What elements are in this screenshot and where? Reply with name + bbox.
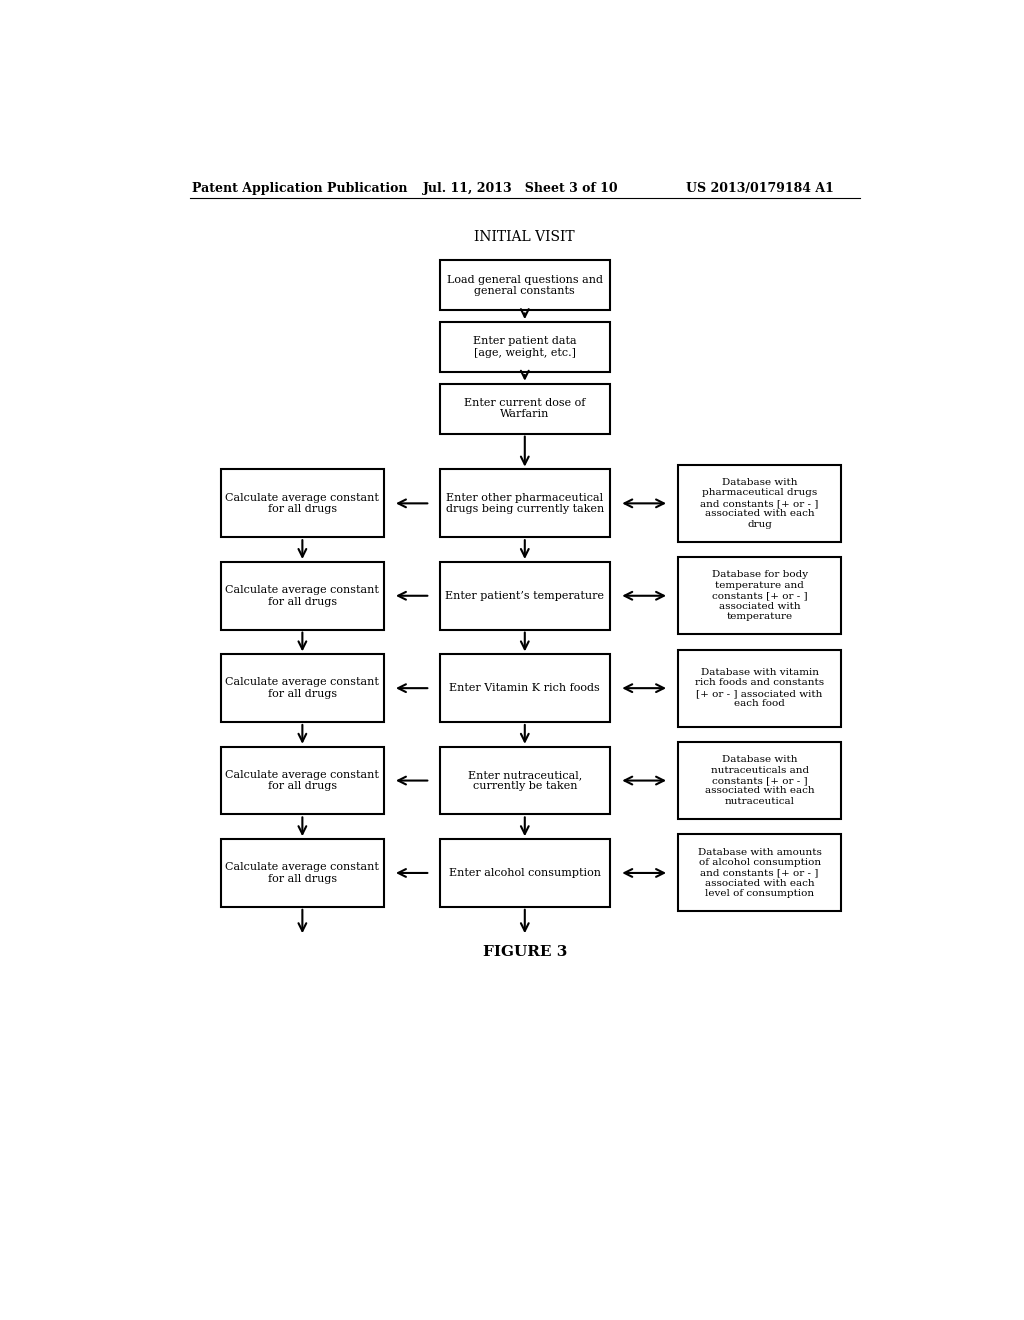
Bar — [221, 840, 384, 907]
Bar — [221, 747, 384, 814]
Text: Enter patient’s temperature: Enter patient’s temperature — [445, 591, 604, 601]
Text: Patent Application Publication: Patent Application Publication — [191, 182, 408, 194]
Text: Enter nutraceutical,
currently be taken: Enter nutraceutical, currently be taken — [468, 770, 582, 792]
Bar — [439, 840, 610, 907]
Bar — [439, 470, 610, 537]
Bar — [678, 742, 841, 818]
Text: Calculate average constant
for all drugs: Calculate average constant for all drugs — [225, 862, 379, 884]
Bar — [678, 465, 841, 543]
Text: Database for body
temperature and
constants [+ or - ]
associated with
temperatur: Database for body temperature and consta… — [712, 570, 808, 622]
Bar — [439, 655, 610, 722]
Bar — [439, 562, 610, 630]
Bar — [678, 649, 841, 726]
Bar — [439, 260, 610, 310]
Text: Calculate average constant
for all drugs: Calculate average constant for all drugs — [225, 585, 379, 607]
Text: FIGURE 3: FIGURE 3 — [482, 945, 567, 958]
Bar — [221, 470, 384, 537]
Bar — [221, 655, 384, 722]
Text: Jul. 11, 2013   Sheet 3 of 10: Jul. 11, 2013 Sheet 3 of 10 — [423, 182, 618, 194]
Text: Calculate average constant
for all drugs: Calculate average constant for all drugs — [225, 677, 379, 700]
Text: Load general questions and
general constants: Load general questions and general const… — [446, 275, 603, 296]
Text: Enter alcohol consumption: Enter alcohol consumption — [449, 869, 601, 878]
Text: Database with amounts
of alcohol consumption
and constants [+ or - ]
associated : Database with amounts of alcohol consump… — [697, 847, 821, 899]
Text: US 2013/0179184 A1: US 2013/0179184 A1 — [686, 182, 834, 194]
Bar — [221, 562, 384, 630]
Text: Calculate average constant
for all drugs: Calculate average constant for all drugs — [225, 770, 379, 792]
Text: Enter Vitamin K rich foods: Enter Vitamin K rich foods — [450, 684, 600, 693]
Bar — [439, 322, 610, 372]
Text: Calculate average constant
for all drugs: Calculate average constant for all drugs — [225, 492, 379, 515]
Bar — [439, 747, 610, 814]
Bar — [678, 834, 841, 912]
Text: Enter current dose of
Warfarin: Enter current dose of Warfarin — [464, 397, 586, 420]
Bar — [678, 557, 841, 635]
Text: Database with
nutraceuticals and
constants [+ or - ]
associated with each
nutrac: Database with nutraceuticals and constan… — [705, 755, 814, 805]
Text: Enter patient data
[age, weight, etc.]: Enter patient data [age, weight, etc.] — [473, 337, 577, 358]
Bar — [439, 384, 610, 434]
Text: Database with vitamin
rich foods and constants
[+ or - ] associated with
each fo: Database with vitamin rich foods and con… — [695, 668, 824, 709]
Text: INITIAL VISIT: INITIAL VISIT — [474, 230, 575, 244]
Text: Enter other pharmaceutical
drugs being currently taken: Enter other pharmaceutical drugs being c… — [445, 492, 604, 515]
Text: Database with
pharmaceutical drugs
and constants [+ or - ]
associated with each
: Database with pharmaceutical drugs and c… — [700, 478, 819, 529]
